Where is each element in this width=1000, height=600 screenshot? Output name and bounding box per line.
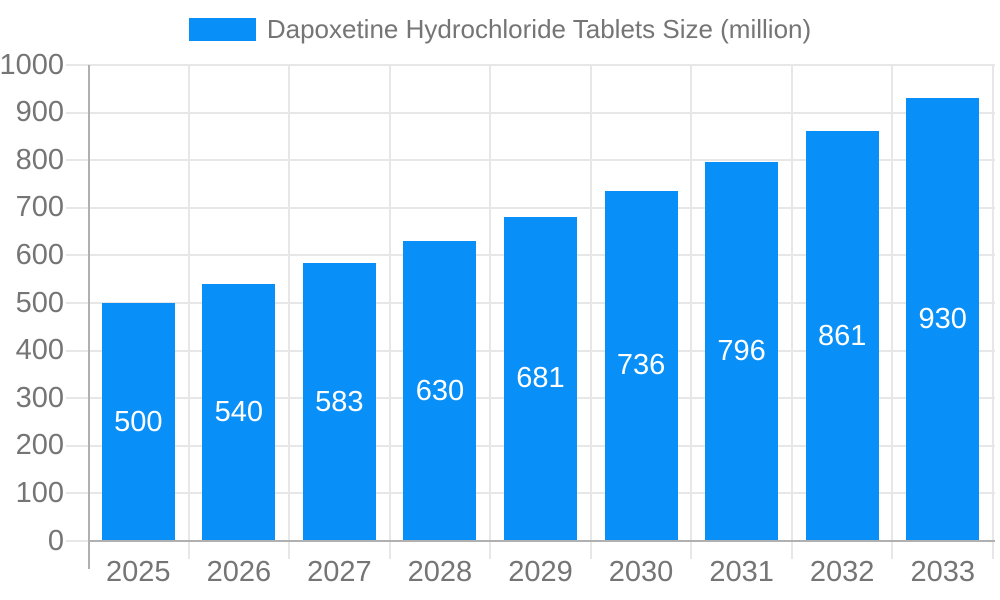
bar-2025[interactable]: 500 bbox=[101, 303, 175, 541]
y-axis-label-800: 800 bbox=[15, 143, 64, 176]
x-tick-7 bbox=[790, 542, 793, 559]
bar-value-label: 796 bbox=[717, 335, 766, 368]
y-axis-label-600: 600 bbox=[15, 238, 64, 271]
y-tick-400 bbox=[66, 349, 88, 352]
y-tick-700 bbox=[66, 206, 88, 209]
legend-swatch bbox=[188, 18, 256, 41]
x-axis-label-2026: 2026 bbox=[206, 555, 272, 588]
bar-value-label: 630 bbox=[415, 374, 465, 407]
y-axis-label-400: 400 bbox=[15, 334, 64, 367]
y-axis-label-100: 100 bbox=[15, 476, 64, 509]
bar-2028[interactable]: 630 bbox=[403, 241, 477, 541]
gridline-h-900 bbox=[88, 111, 995, 114]
y-tick-0 bbox=[66, 540, 88, 542]
chart-legend: Dapoxetine Hydrochloride Tablets Size (m… bbox=[0, 14, 1000, 45]
bar-2027[interactable]: 583 bbox=[302, 263, 376, 541]
x-tick-5 bbox=[589, 542, 592, 559]
y-tick-600 bbox=[66, 254, 88, 257]
gridline-h-800 bbox=[88, 159, 995, 162]
x-tick-4 bbox=[489, 542, 492, 559]
bar-value-label: 736 bbox=[616, 349, 666, 382]
x-axis-label-2027: 2027 bbox=[307, 555, 372, 588]
x-axis-label-2029: 2029 bbox=[508, 555, 573, 588]
gridline-v-4 bbox=[489, 65, 492, 541]
x-tick-3 bbox=[388, 542, 391, 559]
y-tick-1000 bbox=[66, 64, 88, 66]
y-axis-label-900: 900 bbox=[15, 96, 64, 129]
gridline-v-2 bbox=[288, 65, 291, 541]
bar-value-label: 930 bbox=[918, 303, 967, 336]
bar-2033[interactable]: 930 bbox=[906, 98, 980, 541]
x-tick-9 bbox=[992, 542, 994, 559]
legend-label: Dapoxetine Hydrochloride Tablets Size (m… bbox=[266, 14, 812, 44]
x-tick-1 bbox=[187, 542, 190, 559]
x-axis-label-2032: 2032 bbox=[809, 555, 875, 588]
y-axis-label-500: 500 bbox=[15, 286, 64, 319]
bar-value-label: 681 bbox=[516, 362, 565, 395]
gridline-v-9 bbox=[992, 65, 994, 541]
x-axis-label-2033: 2033 bbox=[910, 555, 975, 588]
y-tick-800 bbox=[66, 159, 88, 162]
y-axis-label-300: 300 bbox=[15, 381, 64, 414]
x-axis-label-2025: 2025 bbox=[106, 555, 171, 588]
y-axis-label-1000: 1000 bbox=[0, 48, 64, 81]
bar-2026[interactable]: 540 bbox=[202, 283, 276, 541]
bar-2032[interactable]: 861 bbox=[805, 131, 879, 541]
y-tick-100 bbox=[66, 492, 88, 495]
gridline-v-7 bbox=[790, 65, 793, 541]
gridline-v-8 bbox=[891, 65, 894, 541]
y-tick-500 bbox=[66, 302, 88, 304]
bar-2031[interactable]: 796 bbox=[705, 162, 779, 541]
y-tick-900 bbox=[66, 111, 88, 114]
y-axis-label-0: 0 bbox=[47, 524, 64, 557]
x-axis-label-2028: 2028 bbox=[407, 555, 473, 588]
y-axis-line bbox=[88, 65, 90, 569]
y-axis-label-200: 200 bbox=[15, 429, 64, 462]
bar-value-label: 583 bbox=[315, 385, 364, 418]
x-tick-6 bbox=[690, 542, 693, 559]
bar-value-label: 500 bbox=[114, 405, 163, 438]
x-tick-8 bbox=[891, 542, 894, 559]
bar-value-label: 861 bbox=[817, 319, 867, 352]
bar-2029[interactable]: 681 bbox=[504, 216, 577, 541]
legend-item[interactable]: Dapoxetine Hydrochloride Tablets Size (m… bbox=[188, 14, 812, 45]
gridline-h-1000 bbox=[88, 64, 995, 66]
x-tick-2 bbox=[288, 542, 291, 559]
bar-value-label: 540 bbox=[214, 395, 264, 428]
x-axis-line bbox=[88, 540, 995, 542]
x-axis-label-2031: 2031 bbox=[709, 555, 774, 588]
gridline-v-6 bbox=[690, 65, 693, 541]
gridline-h-700 bbox=[88, 206, 995, 209]
bar-2030[interactable]: 736 bbox=[604, 190, 678, 541]
x-axis-label-2030: 2030 bbox=[608, 555, 674, 588]
gridline-v-1 bbox=[187, 65, 190, 541]
y-tick-200 bbox=[66, 444, 88, 447]
gridline-v-5 bbox=[589, 65, 592, 541]
y-tick-300 bbox=[66, 397, 88, 400]
gridline-v-3 bbox=[388, 65, 391, 541]
y-axis-label-700: 700 bbox=[15, 191, 64, 224]
